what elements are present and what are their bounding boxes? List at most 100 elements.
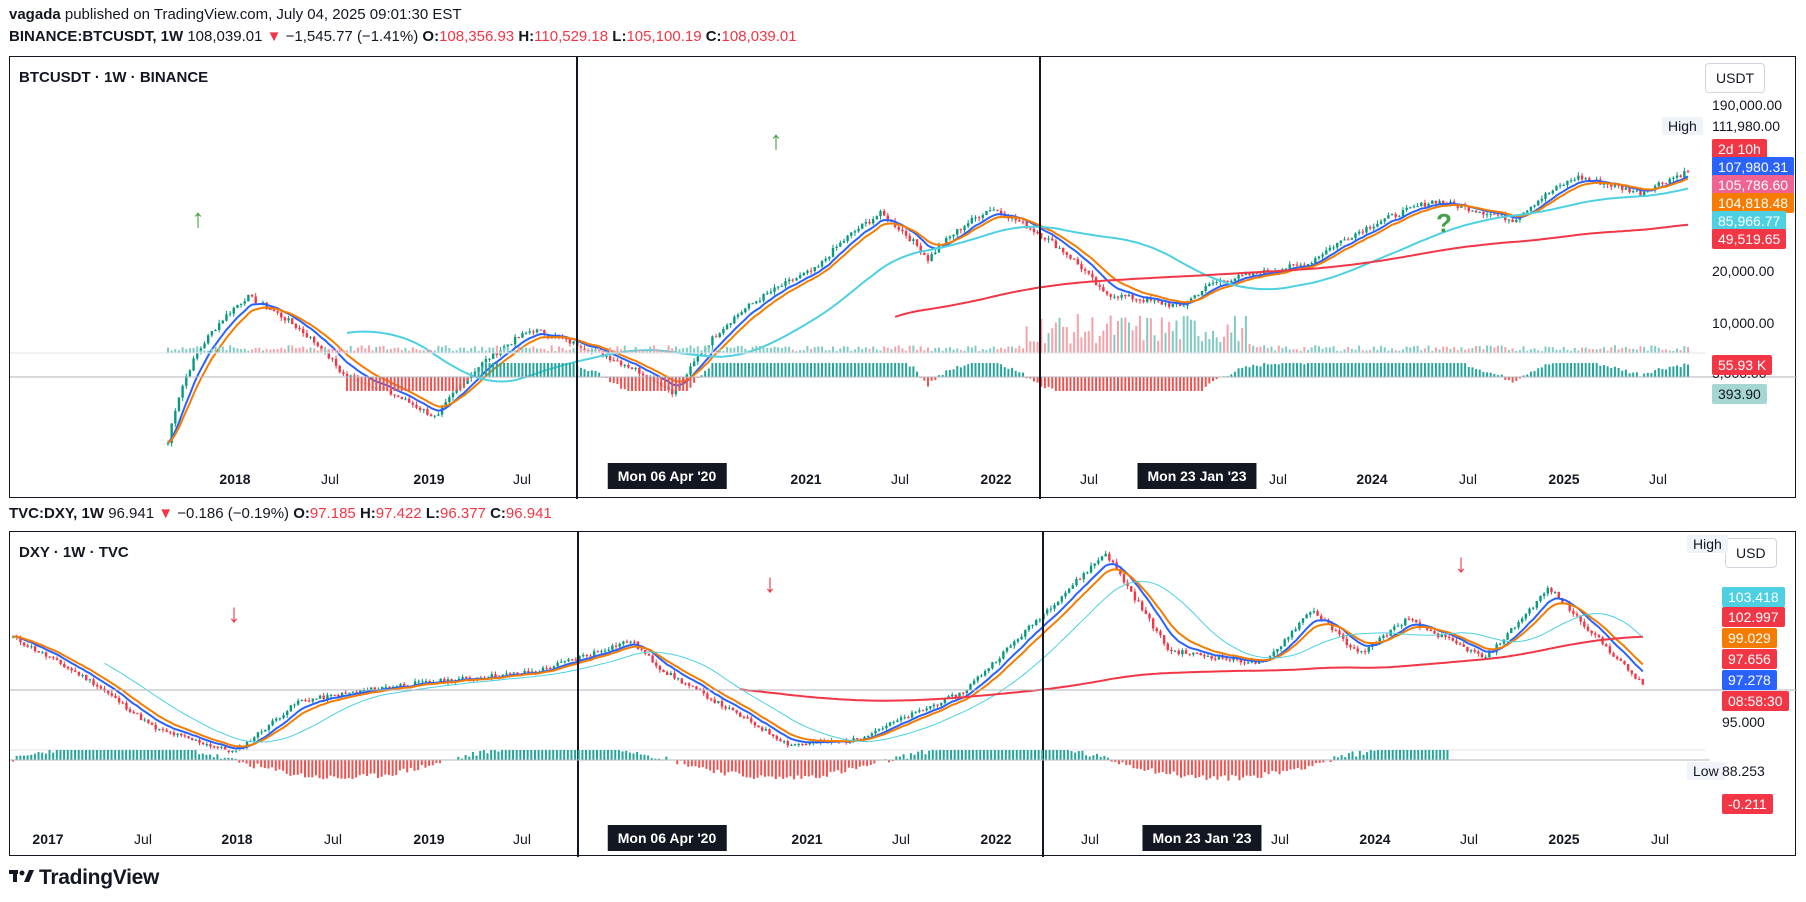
candle-body — [1480, 653, 1484, 658]
volume-bar — [1599, 348, 1602, 353]
volume-bar — [207, 350, 210, 353]
candle-body — [1360, 651, 1363, 653]
dxy-chart-panel[interactable]: DXY · 1W · TVC USD ↓ ↓ ↓ High Low 88.253 9… — [9, 531, 1797, 857]
candle-body — [1577, 175, 1580, 180]
candle-body — [947, 696, 950, 698]
volume-bar — [959, 349, 962, 353]
oscillator-bar — [785, 760, 788, 778]
oscillator-bar — [1475, 369, 1478, 377]
volume-bar — [970, 347, 973, 353]
oscillator-bar — [946, 750, 949, 760]
oscillator-bar — [1084, 377, 1087, 391]
candle-body — [1460, 205, 1463, 208]
btc-high: 110,529.18 — [534, 28, 609, 45]
btc-chart-canvas[interactable]: ↑↑↑? — [10, 57, 1797, 499]
oscillator-bar — [172, 750, 175, 760]
oscillator-bar — [663, 377, 666, 391]
candle-body — [1141, 601, 1144, 611]
candle-body — [868, 221, 871, 224]
dxy-chart-canvas[interactable]: ↓↓↓ — [10, 532, 1797, 857]
btc-currency-button[interactable]: USDT — [1705, 63, 1766, 93]
candle-body — [1217, 655, 1221, 660]
oscillator-bar — [1431, 363, 1434, 377]
candle-body — [976, 676, 979, 681]
oscillator-bar — [114, 750, 117, 760]
oscillator-bar — [832, 363, 834, 377]
candle-body — [150, 722, 154, 725]
oscillator-bar — [729, 363, 732, 377]
candle-body — [809, 270, 813, 272]
candle-body — [1310, 262, 1313, 264]
candle-body — [402, 684, 406, 686]
volume-bar — [481, 346, 484, 353]
oscillator-bar — [1205, 760, 1208, 780]
volume-bar — [1456, 350, 1459, 353]
oscillator-bar — [1559, 363, 1562, 377]
oscillator-bar — [1292, 363, 1295, 377]
oscillator-bar — [1380, 750, 1383, 760]
volume-bar — [685, 347, 688, 353]
candle-body — [1382, 635, 1385, 638]
oscillator-bar — [563, 750, 566, 760]
oscillator-bar — [85, 750, 87, 760]
oscillator-bar — [30, 754, 33, 760]
ma-long-line — [740, 635, 1643, 702]
oscillator-bar — [579, 367, 582, 377]
oscillator-bar — [1080, 377, 1083, 391]
candle-body — [1416, 206, 1419, 208]
volume-bar — [941, 350, 944, 353]
volume-bar — [218, 346, 221, 353]
oscillator-bar — [194, 750, 197, 760]
oscillator-bar — [495, 363, 498, 377]
candle-body — [619, 360, 623, 366]
volume-bar — [269, 349, 272, 353]
candle-body — [48, 656, 51, 658]
oscillator-bar — [349, 377, 352, 391]
volume-bar — [240, 349, 243, 353]
oscillator-bar — [422, 377, 425, 391]
volume-bar — [1321, 348, 1324, 353]
oscillator-bar — [506, 363, 509, 377]
time-axis-label: 2025 — [1548, 471, 1580, 487]
volume-bar — [821, 346, 824, 353]
volume-bar — [1011, 346, 1014, 353]
candle-body — [1334, 630, 1338, 632]
oscillator-bar — [333, 760, 336, 777]
candle-body — [243, 301, 246, 304]
publisher-name[interactable]: vagada — [9, 6, 61, 23]
oscillator-bar — [1420, 363, 1423, 377]
time-axis-label: 2017 — [32, 831, 64, 847]
candle-body — [205, 744, 209, 746]
btc-chart-panel[interactable]: BTCUSDT · 1W · BINANCE USDT ↑↑↑? High 11… — [9, 56, 1797, 499]
candle-body — [1108, 553, 1111, 561]
candle-body — [1133, 591, 1137, 601]
oscillator-bar — [428, 760, 431, 766]
candle-body — [185, 376, 188, 386]
candle-body — [692, 361, 696, 367]
oscillator-bar — [1051, 377, 1054, 389]
dxy-currency-button[interactable]: USD — [1725, 538, 1777, 568]
volume-bar — [287, 345, 290, 353]
candle-body — [545, 667, 548, 669]
volume-bar — [1654, 345, 1657, 353]
tradingview-logo-icon — [9, 866, 35, 890]
oscillator-bar — [1621, 370, 1624, 377]
oscillator-bar — [1435, 750, 1438, 760]
candle-body — [30, 646, 33, 648]
oscillator-bar — [1146, 377, 1149, 391]
tradingview-logo[interactable]: TradingView — [9, 866, 159, 890]
volume-bar — [1632, 348, 1635, 353]
volume-bar — [1559, 349, 1562, 353]
volume-bar — [693, 348, 696, 353]
oscillator-bar — [862, 760, 865, 766]
candle-body — [651, 655, 654, 663]
volume-bar — [923, 350, 926, 353]
oscillator-bar — [1526, 374, 1529, 377]
volume-bar — [1449, 348, 1452, 353]
volume-bar — [1098, 335, 1101, 353]
time-axis-label: Jul — [1460, 831, 1478, 847]
oscillator-bar — [19, 755, 22, 760]
oscillator-bar — [971, 750, 974, 760]
volume-bar — [1427, 345, 1430, 353]
volume-bar — [656, 349, 659, 353]
